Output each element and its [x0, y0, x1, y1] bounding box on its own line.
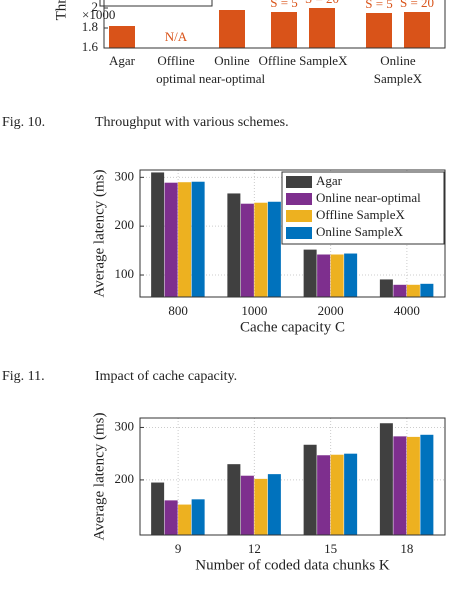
- bar-label: S = 20: [305, 0, 339, 6]
- x-tick-label: 12: [248, 541, 261, 556]
- bar: [393, 284, 407, 297]
- plot-frame: [139, 417, 446, 536]
- caption-label: Fig. 10.: [2, 115, 45, 130]
- bar: [267, 474, 281, 535]
- x-tick-label: 9: [175, 541, 182, 556]
- caption-label: Fig. 11.: [2, 369, 45, 384]
- x-tick-label: optimal: [156, 71, 196, 86]
- x-tick-label: SampleX: [374, 71, 423, 86]
- y-multiplier: ×1000: [82, 7, 115, 22]
- legend: Agar Online near-optimal Offline SampleX On…: [281, 171, 445, 245]
- x-tick-label: 18: [400, 541, 413, 556]
- x-tick-label: 15: [324, 541, 337, 556]
- bar: [344, 453, 358, 535]
- x-axis-label: Cache capacity C: [240, 319, 345, 335]
- x-tick-label: Online: [214, 53, 250, 68]
- bar: [303, 444, 317, 535]
- bar: [254, 478, 268, 535]
- bar-label: S = 5: [365, 0, 393, 11]
- bar: [164, 500, 178, 535]
- bar: [406, 284, 420, 297]
- bar: [191, 499, 205, 535]
- y-tick-label: 200: [115, 217, 135, 232]
- y-tick-label: 200: [115, 471, 135, 486]
- x-tick-label: near-optimal: [199, 71, 266, 86]
- y-tick-label: 100: [115, 266, 135, 281]
- bar: [267, 201, 281, 297]
- bar: [151, 482, 165, 535]
- bar: [330, 254, 344, 297]
- x-tick-label: 800: [168, 303, 188, 318]
- legend-label: Online SampleX: [316, 224, 404, 239]
- caption-text: Throughput with various schemes.: [95, 115, 289, 130]
- legend-swatch: [286, 227, 312, 239]
- bar: [420, 283, 434, 297]
- bar: [227, 193, 241, 297]
- x-tick-label: 4000: [394, 303, 420, 318]
- x-tick-label: 1000: [241, 303, 267, 318]
- y-tick-label: 1.8: [82, 19, 98, 34]
- caption-text: Impact of cache capacity.: [95, 369, 237, 384]
- y-axis-label: Throughput: [53, 0, 69, 20]
- bar: [393, 436, 407, 535]
- bar-label: N/A: [165, 29, 188, 44]
- bar: [303, 249, 317, 297]
- bar: [330, 454, 344, 535]
- plot-frame: [139, 169, 446, 298]
- y-tick-label: 2: [92, 0, 99, 14]
- x-tick-label: Offline SampleX: [259, 53, 349, 68]
- plot-frame: [103, 0, 446, 49]
- bar: [178, 504, 192, 535]
- bar: [317, 254, 331, 297]
- legend-label: Agar: [316, 173, 343, 188]
- bar: [366, 13, 392, 48]
- y-tick-label: 1.6: [82, 39, 99, 54]
- bar: [151, 172, 165, 297]
- legend-swatch: [286, 210, 312, 222]
- bar: [254, 202, 268, 297]
- legend-swatch: [286, 193, 312, 205]
- y-tick-label: 300: [115, 168, 135, 183]
- bar: [178, 182, 192, 297]
- bar: [219, 10, 245, 48]
- bar-label: S = 5: [270, 0, 298, 10]
- y-axis-label: Average latency (ms): [91, 170, 107, 298]
- x-tick-label: Agar: [109, 53, 136, 68]
- legend-box: [99, 0, 213, 7]
- bar: [344, 253, 358, 297]
- x-tick-label: Offline: [157, 53, 195, 68]
- bar: [109, 26, 135, 48]
- y-axis-label: Average latency (ms): [91, 413, 107, 541]
- bar-label: S = 20: [400, 0, 434, 10]
- legend-label: Online near-optimal: [316, 190, 421, 205]
- bar: [164, 182, 178, 297]
- bar: [240, 203, 254, 297]
- bar: [379, 423, 393, 535]
- bar: [379, 279, 393, 297]
- bar: [309, 8, 335, 48]
- bar: [191, 181, 205, 297]
- legend-swatch: [286, 176, 312, 188]
- bar: [317, 455, 331, 535]
- y-tick-label: 300: [115, 418, 135, 433]
- x-tick-label: 2000: [318, 303, 344, 318]
- bar: [227, 464, 241, 535]
- bar: [404, 12, 430, 48]
- bar: [271, 12, 297, 48]
- x-axis-label: Number of coded data chunks K: [195, 557, 390, 573]
- legend-label: Offline SampleX: [316, 207, 406, 222]
- bar: [240, 475, 254, 535]
- bar: [406, 436, 420, 535]
- bar: [420, 434, 434, 535]
- x-tick-label: Online: [380, 53, 416, 68]
